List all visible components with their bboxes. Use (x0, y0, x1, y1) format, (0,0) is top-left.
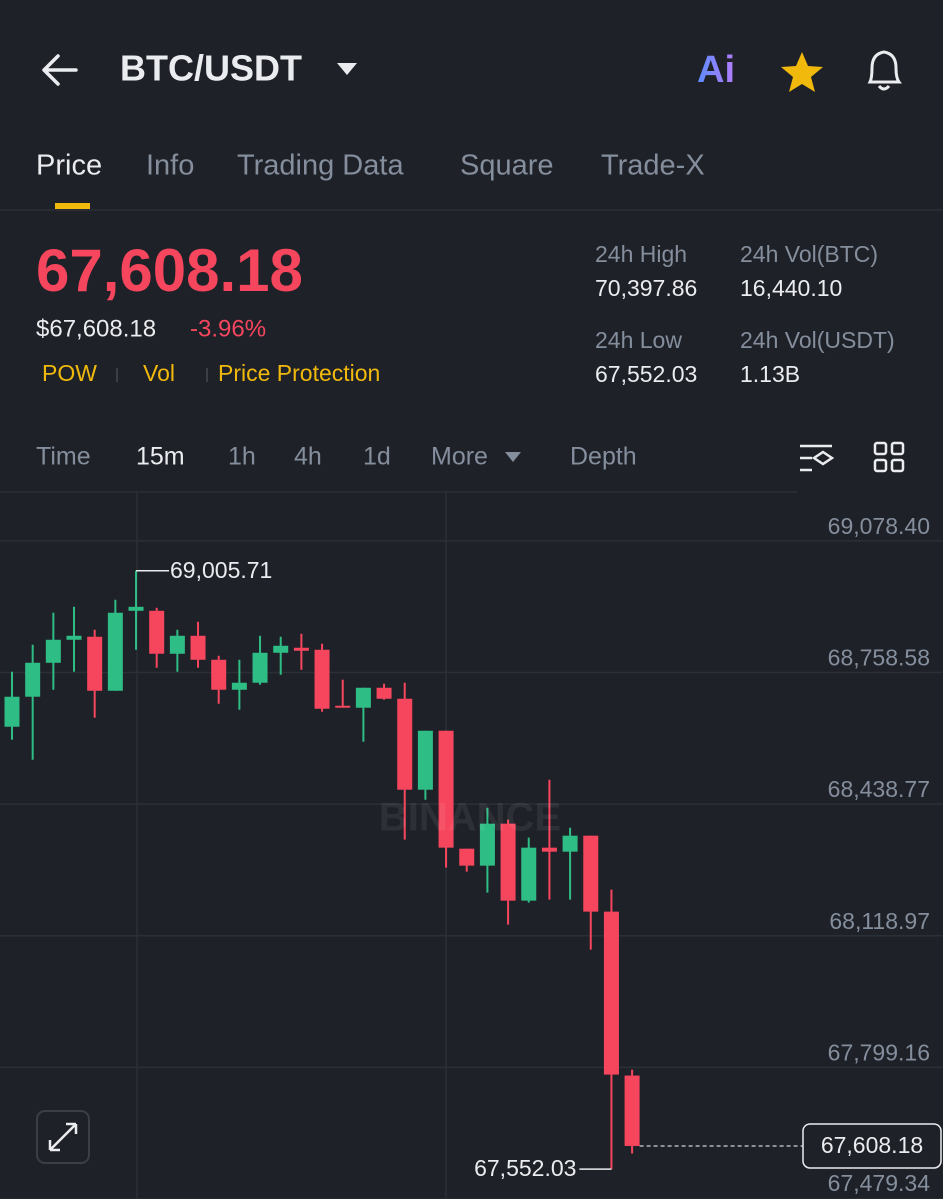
tab[interactable]: Price (36, 150, 102, 182)
tag[interactable]: Vol (143, 360, 175, 386)
last-price-label: 67,608.18 (821, 1132, 923, 1158)
more-dropdown[interactable] (505, 452, 521, 462)
candle-body (417, 730, 433, 790)
tag[interactable]: POW (42, 360, 97, 386)
candle-body (4, 696, 20, 727)
tab-indicator (55, 203, 90, 209)
stat-label: 24h Low (595, 327, 682, 353)
candle-body (541, 847, 557, 852)
usd-price: $67,608.18 (36, 315, 156, 342)
back-button[interactable] (42, 54, 78, 86)
interval[interactable]: 4h (294, 443, 322, 471)
price-change: -3.96% (190, 315, 266, 342)
stat-value: 1.13B (740, 361, 800, 387)
layout-button[interactable] (873, 441, 905, 473)
candle-body (479, 823, 495, 866)
tab[interactable]: Square (460, 150, 554, 182)
candle-body (190, 635, 206, 660)
y-tick-label: 68,118.97 (829, 908, 930, 934)
pair-title[interactable]: BTC/USDT (120, 48, 302, 89)
stat-value: 16,440.10 (740, 275, 842, 301)
indicator-settings[interactable] (800, 444, 835, 472)
stat-label: 24h Vol(BTC) (740, 241, 878, 267)
min-label: 67,552.03 (474, 1155, 576, 1181)
candle-body (66, 635, 82, 640)
candle-body (397, 698, 413, 790)
chart: 69,078.40 68,758.58 68,438.77 68,118.97 67,7… (0, 513, 943, 1199)
interval[interactable]: 15m (136, 443, 185, 471)
y-tick-label: 67,479.34 (828, 1170, 931, 1196)
candle-body (603, 911, 619, 1075)
candle-body (521, 847, 537, 901)
tag-separator (116, 368, 118, 382)
last-price: 67,608.18 (36, 237, 303, 304)
candle-body (624, 1075, 640, 1146)
candle-body (149, 610, 165, 654)
candle-body (252, 652, 268, 683)
interval[interactable]: 1h (228, 443, 256, 471)
fullscreen-button[interactable] (36, 1110, 90, 1164)
y-tick-label: 69,078.40 (828, 513, 930, 539)
interval[interactable]: More (431, 443, 488, 471)
candle-body (169, 635, 185, 654)
ai-button[interactable]: Ai (697, 49, 735, 91)
candle-body (231, 682, 247, 690)
stat-label: 24h Vol(USDT) (740, 327, 895, 353)
candle-body (355, 687, 371, 708)
candle-body (211, 659, 227, 690)
y-tick-label: 67,799.16 (828, 1039, 930, 1065)
candle-body (459, 848, 475, 866)
tag-separator (206, 368, 208, 382)
candle-body (107, 612, 123, 691)
alert-bell[interactable] (867, 50, 902, 91)
candle-body (293, 647, 309, 651)
tab[interactable]: Trade-X (601, 150, 705, 182)
last-price-box (802, 1123, 942, 1169)
candle-body (562, 835, 578, 852)
y-tick-label: 68,758.58 (828, 645, 930, 671)
stat-value: 67,552.03 (595, 361, 697, 387)
candle-body (335, 705, 351, 708)
candle-body (45, 639, 61, 663)
candle-body (25, 662, 41, 697)
tab[interactable]: Info (146, 150, 194, 182)
candle-body (376, 687, 392, 699)
tag[interactable]: Price Protection (218, 360, 380, 386)
candle-body (87, 636, 103, 691)
candle-body (128, 606, 144, 611)
max-label: 69,005.71 (170, 557, 272, 583)
stat-label: 24h High (595, 241, 687, 267)
interval[interactable]: Depth (570, 443, 637, 471)
candle-body (438, 730, 454, 848)
y-tick-label: 68,438.77 (828, 776, 930, 802)
stat-value: 70,397.86 (595, 275, 697, 301)
candle-body (273, 645, 289, 653)
candle-body (500, 823, 516, 901)
watermark: BINANCE (379, 796, 561, 840)
candle-body (583, 835, 599, 912)
interval[interactable]: 1d (363, 443, 391, 471)
fullscreen-icon (48, 1122, 78, 1152)
pair-dropdown[interactable] (337, 63, 357, 75)
interval[interactable]: Time (36, 443, 91, 471)
candle-body (314, 649, 330, 709)
favorite-star[interactable] (781, 52, 823, 92)
tab[interactable]: Trading Data (237, 150, 404, 182)
